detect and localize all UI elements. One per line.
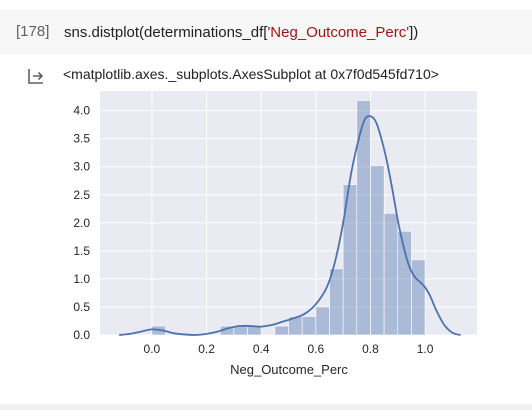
histogram-bar [329, 268, 344, 336]
x-tick-label: 0.0 [144, 342, 161, 356]
x-tick-label: 0.2 [198, 342, 215, 356]
x-tick-label: 0.4 [253, 342, 270, 356]
y-tick-label: 3.5 [73, 132, 90, 146]
y-tick-label: 2.0 [73, 216, 90, 230]
output-text: <matplotlib.axes._subplots.AxesSubplot a… [63, 66, 439, 82]
plot-background [100, 91, 477, 335]
y-tick-label: 0.0 [73, 328, 90, 342]
kde-curve [119, 115, 461, 336]
y-tick-label: 3.0 [73, 160, 90, 174]
histogram-bar [411, 259, 426, 336]
y-tick-label: 4.0 [73, 104, 90, 118]
execution-count: [178] [16, 23, 50, 40]
code-prefix: sns.distplot(determinations_df[ [64, 24, 268, 41]
histogram-bar [383, 212, 399, 336]
y-tick-label: 1.0 [73, 272, 90, 286]
y-tick-labels: 0.0 0.5 1.0 1.5 2.0 2.5 3.0 3.5 4.0 [73, 104, 90, 342]
y-tick-label: 1.5 [73, 244, 90, 258]
y-tick-label: 2.5 [73, 188, 90, 202]
histogram-bar [301, 316, 317, 336]
code-line[interactable]: sns.distplot(determinations_df['Neg_Outc… [64, 24, 418, 41]
y-tick-label: 0.5 [73, 300, 90, 314]
bottom-scroll-area [0, 404, 532, 410]
x-tick-label: 1.0 [417, 342, 434, 356]
histogram-bars [151, 100, 426, 336]
output-redirect-icon[interactable] [27, 67, 45, 85]
grid-lines [100, 91, 477, 336]
x-tick-labels: 0.0 0.2 0.4 0.6 0.8 1.0 [144, 342, 434, 356]
x-tick-label: 0.6 [307, 342, 324, 356]
distribution-plot: 0.0 0.5 1.0 1.5 2.0 2.5 3.0 3.5 4.0 0.0 0.2 0.4 0.6… [73, 91, 477, 377]
histogram-bar [370, 165, 385, 336]
code-string-literal: 'Neg_Outcome_Perc' [267, 24, 410, 41]
x-axis-label: Neg_Outcome_Perc [230, 362, 348, 377]
code-cell-input[interactable]: [178] sns.distplot(determinations_df['Ne… [0, 10, 532, 54]
histogram-bar [397, 230, 412, 336]
x-tick-label: 0.8 [362, 342, 379, 356]
histogram-bar [274, 325, 289, 336]
histogram-bar [315, 306, 330, 336]
code-suffix: ]) [409, 24, 419, 41]
